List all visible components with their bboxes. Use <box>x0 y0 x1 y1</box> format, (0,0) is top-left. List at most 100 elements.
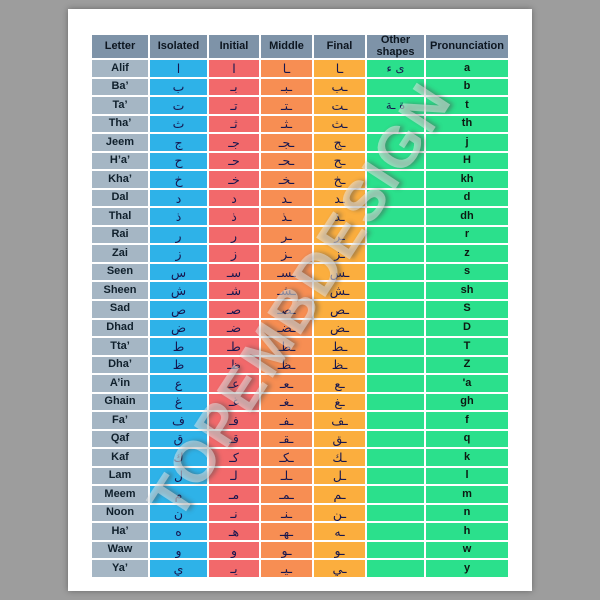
initial-cell: مـ <box>207 484 261 505</box>
letter-cell: Ghain <box>90 391 150 413</box>
final-cell: ـق <box>312 428 367 450</box>
table-row: Dhad ض ضـ ـضـ ـض D <box>90 317 510 339</box>
table-row: Qaf ق قـ ـقـ ـق q <box>90 428 510 450</box>
other-cell: ى ء <box>365 58 426 79</box>
middle-cell: ـفـ <box>259 410 314 431</box>
isolated-cell: ث <box>148 113 209 135</box>
table-row: Kha’ خ خـ ـخـ ـخ kh <box>90 169 510 190</box>
initial-cell: د <box>207 187 261 209</box>
other-cell <box>365 336 426 357</box>
final-cell: ـج <box>312 132 367 153</box>
pron-cell: gh <box>424 391 510 413</box>
other-cell <box>365 484 426 505</box>
isolated-cell: و <box>148 539 209 561</box>
isolated-cell: ر <box>148 224 209 246</box>
final-cell: ـن <box>312 502 367 524</box>
initial-cell: ر <box>207 224 261 246</box>
isolated-cell: غ <box>148 391 209 413</box>
other-cell <box>365 187 426 209</box>
final-cell: ـغ <box>312 391 367 413</box>
pron-cell: l <box>424 465 510 487</box>
pron-cell: t <box>424 95 510 116</box>
middle-cell: ـسـ <box>259 261 314 283</box>
middle-cell: ـنـ <box>259 502 314 524</box>
other-cell <box>365 261 426 283</box>
table-row: Sad ص صـ ـصـ ـص S <box>90 299 510 320</box>
letter-cell: Alif <box>90 58 150 79</box>
middle-cell: ـد <box>259 187 314 209</box>
letter-cell: Waw <box>90 539 150 561</box>
isolated-cell: س <box>148 261 209 283</box>
other-cell <box>365 299 426 320</box>
pron-cell: Z <box>424 354 510 376</box>
column-header-middle: Middle <box>259 32 314 61</box>
initial-cell: ثـ <box>207 113 261 135</box>
pron-cell: kh <box>424 169 510 190</box>
middle-cell: ـثـ <box>259 113 314 135</box>
pron-cell: k <box>424 447 510 468</box>
table-row: A’in ع عـ ـعـ ـع 'a <box>90 373 510 394</box>
initial-cell: طـ <box>207 336 261 357</box>
final-cell: ـط <box>312 336 367 357</box>
pron-cell: q <box>424 428 510 450</box>
initial-cell: تـ <box>207 95 261 116</box>
middle-cell: ـا <box>259 58 314 79</box>
letter-cell: Noon <box>90 502 150 524</box>
final-cell: ـو <box>312 539 367 561</box>
page: Letter Isolated Initial Middle Final Other sh… <box>68 9 532 591</box>
initial-cell: صـ <box>207 299 261 320</box>
pron-cell: m <box>424 484 510 505</box>
middle-cell: ـخـ <box>259 169 314 190</box>
letter-cell: Kaf <box>90 447 150 468</box>
other-cell <box>365 76 426 98</box>
middle-cell: ـعـ <box>259 373 314 394</box>
initial-cell: هـ <box>207 521 261 542</box>
pron-cell: f <box>424 410 510 431</box>
isolated-cell: ل <box>148 465 209 487</box>
alphabet-table: Letter Isolated Initial Middle Final Other sh… <box>90 32 510 579</box>
pron-cell: r <box>424 224 510 246</box>
isolated-cell: ض <box>148 317 209 339</box>
table-row: Ha’ ه هـ ـهـ ـه h <box>90 521 510 542</box>
initial-cell: ز <box>207 243 261 264</box>
other-cell <box>365 391 426 413</box>
letter-cell: Dha’ <box>90 354 150 376</box>
letter-cell: Rai <box>90 224 150 246</box>
initial-cell: فـ <box>207 410 261 431</box>
pron-cell: z <box>424 243 510 264</box>
column-header-pron: Pronunciation <box>424 32 510 61</box>
column-header-final: Final <box>312 32 367 61</box>
table-row: Dal د د ـد ـد d <box>90 187 510 209</box>
final-cell: ـف <box>312 410 367 431</box>
pron-cell: 'a <box>424 373 510 394</box>
letter-cell: Meem <box>90 484 150 505</box>
middle-cell: ـضـ <box>259 317 314 339</box>
initial-cell: ذ <box>207 206 261 227</box>
table-row: Ya’ ي يـ ـيـ ـي y <box>90 558 510 579</box>
table-row: Fa’ ف فـ ـفـ ـف f <box>90 410 510 431</box>
pron-cell: D <box>424 317 510 339</box>
table-row: Tta’ ط طـ ـطـ ـط T <box>90 336 510 357</box>
letter-cell: Ba’ <box>90 76 150 98</box>
letter-cell: Kha’ <box>90 169 150 190</box>
middle-cell: ـز <box>259 243 314 264</box>
isolated-cell: ج <box>148 132 209 153</box>
other-cell <box>365 113 426 135</box>
middle-cell: ـلـ <box>259 465 314 487</box>
final-cell: ـع <box>312 373 367 394</box>
isolated-cell: م <box>148 484 209 505</box>
middle-cell: ـجـ <box>259 132 314 153</box>
final-cell: ـا <box>312 58 367 79</box>
letter-cell: Fa’ <box>90 410 150 431</box>
final-cell: ـب <box>312 76 367 98</box>
isolated-cell: ش <box>148 280 209 301</box>
letter-cell: Sheen <box>90 280 150 301</box>
letter-cell: A’in <box>90 373 150 394</box>
column-header-letter: Letter <box>90 32 150 61</box>
table-row: Zai ز ز ـز ـز z <box>90 243 510 264</box>
pron-cell: d <box>424 187 510 209</box>
letter-cell: Zai <box>90 243 150 264</box>
pron-cell: y <box>424 558 510 579</box>
middle-cell: ـصـ <box>259 299 314 320</box>
